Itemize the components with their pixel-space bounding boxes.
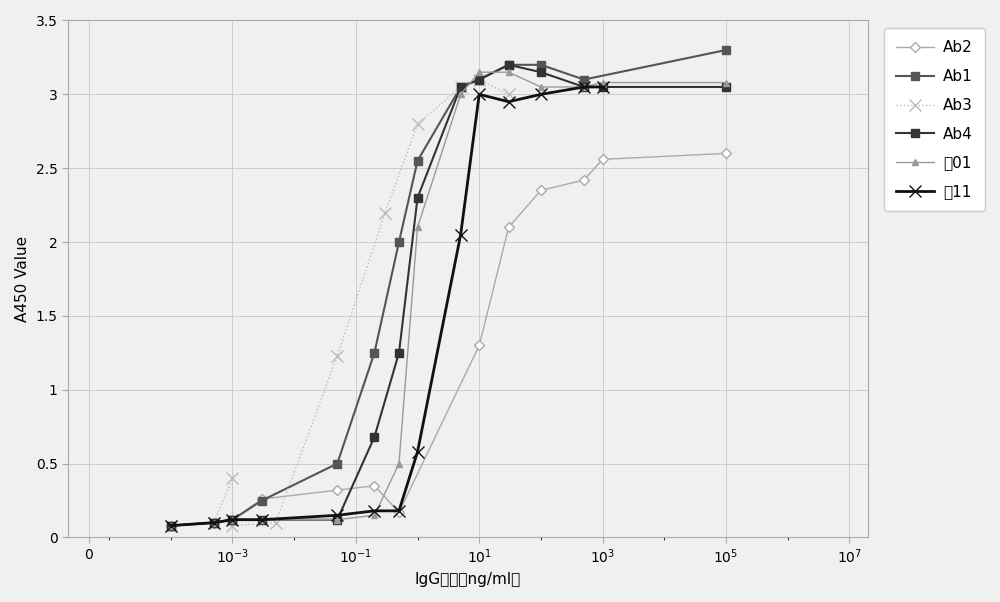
Line: Ab4: Ab4 — [167, 61, 730, 530]
Ab3 — [473, 76, 485, 83]
Y-axis label: A450 Value: A450 Value — [15, 236, 30, 322]
Ab4 — [393, 349, 405, 356]
Ab3 — [165, 522, 177, 529]
Ab1 — [331, 460, 343, 467]
Ab4 — [455, 83, 467, 90]
标11 — [165, 522, 177, 529]
Ab1 — [720, 46, 732, 54]
Line: Ab3: Ab3 — [165, 74, 514, 531]
标01 — [165, 522, 177, 529]
Ab4 — [412, 194, 424, 201]
Ab1 — [503, 61, 515, 69]
Ab2 — [208, 519, 220, 526]
Ab1 — [226, 516, 238, 523]
标01 — [597, 79, 609, 86]
标11 — [578, 83, 590, 90]
标01 — [256, 516, 268, 523]
Ab3 — [208, 519, 220, 526]
标11 — [535, 91, 547, 98]
Ab4 — [503, 61, 515, 69]
Ab4 — [331, 516, 343, 523]
标11 — [503, 98, 515, 105]
Ab4 — [578, 83, 590, 90]
标11 — [412, 448, 424, 455]
Ab2 — [503, 224, 515, 231]
Ab3 — [503, 91, 515, 98]
Line: Ab1: Ab1 — [167, 46, 730, 530]
Ab4 — [208, 519, 220, 526]
标11 — [393, 507, 405, 515]
Ab1 — [455, 83, 467, 90]
Ab4 — [165, 522, 177, 529]
Ab1 — [368, 349, 380, 356]
标11 — [226, 516, 238, 523]
Ab2 — [535, 187, 547, 194]
Ab4 — [226, 516, 238, 523]
Ab2 — [165, 522, 177, 529]
标01 — [578, 83, 590, 90]
标11 — [368, 507, 380, 515]
Ab2 — [597, 156, 609, 163]
X-axis label: IgG浓度（ng/ml）: IgG浓度（ng/ml） — [415, 572, 521, 587]
Ab4 — [368, 433, 380, 441]
Ab2 — [473, 342, 485, 349]
Ab1 — [393, 238, 405, 246]
Ab2 — [256, 495, 268, 503]
Ab3 — [455, 83, 467, 90]
Ab2 — [331, 486, 343, 494]
Line: Ab2: Ab2 — [167, 150, 729, 529]
Ab1 — [473, 76, 485, 83]
Ab3 — [226, 475, 238, 482]
Ab3 — [226, 522, 238, 529]
标11 — [331, 512, 343, 519]
标01 — [473, 69, 485, 76]
Ab2 — [393, 509, 405, 516]
Ab4 — [535, 69, 547, 76]
标11 — [455, 231, 467, 238]
Line: 标01: 标01 — [167, 69, 729, 529]
Ab2 — [578, 176, 590, 184]
Ab2 — [368, 482, 380, 489]
Ab1 — [256, 497, 268, 504]
Ab4 — [597, 83, 609, 90]
标11 — [473, 91, 485, 98]
标01 — [455, 91, 467, 98]
标01 — [412, 224, 424, 231]
Line: 标11: 标11 — [165, 81, 608, 531]
Ab3 — [379, 209, 391, 216]
Ab1 — [535, 61, 547, 69]
标01 — [535, 83, 547, 90]
标01 — [208, 519, 220, 526]
标11 — [597, 83, 609, 90]
Ab1 — [412, 157, 424, 164]
标01 — [720, 79, 732, 86]
Ab4 — [473, 76, 485, 83]
标01 — [503, 69, 515, 76]
Legend: Ab2, Ab1, Ab3, Ab4, 标01, 标11: Ab2, Ab1, Ab3, Ab4, 标01, 标11 — [884, 28, 985, 211]
Ab1 — [165, 522, 177, 529]
标01 — [226, 516, 238, 523]
标01 — [331, 516, 343, 523]
标11 — [256, 516, 268, 523]
Ab2 — [226, 516, 238, 523]
标01 — [368, 512, 380, 519]
Ab4 — [720, 83, 732, 90]
标11 — [208, 519, 220, 526]
Ab1 — [208, 519, 220, 526]
Ab4 — [256, 516, 268, 523]
Ab3 — [412, 120, 424, 128]
Ab1 — [578, 76, 590, 83]
Ab3 — [331, 352, 343, 359]
Ab3 — [270, 519, 282, 526]
标01 — [393, 460, 405, 467]
Ab2 — [720, 150, 732, 157]
